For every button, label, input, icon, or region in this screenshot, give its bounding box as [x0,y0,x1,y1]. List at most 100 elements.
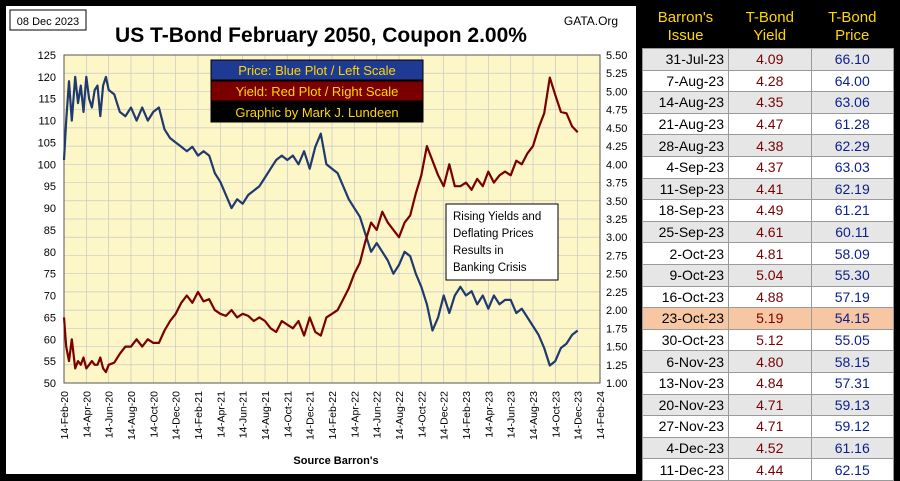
x-tick-label: 14-Oct-20 [148,391,160,438]
cell-price: 57.31 [810,371,894,395]
table-row: 7-Aug-23 4.28 64.00 [642,69,894,93]
series-line-price [62,75,579,367]
annotation-line: Banking Crisis [453,262,527,274]
legend-text: Price: Blue Plot / Left Scale [238,63,396,78]
table-row: 20-Nov-23 4.71 59.13 [642,393,894,417]
cell-price: 61.16 [810,436,894,460]
plot-border [63,54,601,384]
cell-issue: 23-Oct-23 [642,307,729,330]
cell-yield: 4.84 [728,371,812,395]
left-tick-label: 85 [44,225,56,237]
table-row: 13-Nov-23 4.84 57.31 [642,371,894,395]
table-row: 16-Oct-23 4.88 57.19 [642,285,894,309]
cell-yield: 4.47 [728,112,812,136]
right-tick-label: 4.50 [606,123,627,135]
cell-issue: 13-Nov-23 [642,371,729,395]
cell-issue: 18-Sep-23 [642,199,729,222]
bond-data-table: Barron's Issue T-Bond Yield T-Bond Price… [642,6,894,481]
table-body: 31-Jul-23 4.09 66.10 7-Aug-23 4.28 64.00 14-Au… [642,48,894,481]
cell-price: 62.19 [810,177,894,201]
x-tick-label: 14-Dec-20 [171,391,183,440]
table-row: 11-Dec-23 4.44 62.15 [642,458,894,481]
cell-yield: 5.04 [728,263,812,287]
right-tick-label: 3.25 [606,214,627,226]
cell-yield: 4.38 [728,134,812,157]
header-yield: T-Bond Yield [728,6,811,49]
x-tick-label: 14-Apr-20 [81,391,93,438]
cell-issue: 28-Aug-23 [642,134,729,157]
left-tick-label: 120 [38,72,56,84]
cell-issue: 25-Sep-23 [642,220,729,244]
x-tick-label: 14-Jun-20 [104,391,116,438]
data-table-panel: Barron's Issue T-Bond Yield T-Bond Price… [642,6,894,481]
cell-price: 63.03 [810,155,894,179]
x-tick-label: 14-Feb-24 [595,391,607,440]
cell-price: 54.15 [810,307,894,330]
cell-issue: 6-Nov-23 [642,350,729,373]
header-price: T-Bond Price [811,6,894,49]
left-tick-label: 75 [44,269,56,281]
left-tick-label: 95 [44,181,56,193]
cell-issue: 20-Nov-23 [642,393,729,417]
cell-price: 59.12 [810,415,894,438]
cell-yield: 4.49 [728,199,812,222]
right-tick-label: 2.75 [606,250,627,262]
cell-price: 62.15 [810,458,894,481]
right-tick-label: 3.75 [606,178,627,190]
legend-text: Graphic by Mark J. Lundeen [235,105,398,120]
left-tick-label: 80 [44,247,56,259]
source-tag: GATA.Org [564,14,618,28]
cell-issue: 9-Oct-23 [642,263,729,287]
cell-price: 66.10 [810,48,894,71]
x-tick-label: 14-Feb-21 [193,391,205,440]
table-row: 6-Nov-23 4.80 58.15 [642,350,894,373]
cell-issue: 4-Sep-23 [642,155,729,179]
cell-price: 55.05 [810,328,894,352]
table-header-row: Barron's Issue T-Bond Yield T-Bond Price [642,6,894,49]
cell-issue: 2-Oct-23 [642,242,729,265]
annotation-line: Deflating Prices [453,228,534,240]
x-tick-label: 14-Jun-21 [238,391,250,438]
right-tick-label: 1.50 [606,342,627,354]
cell-price: 61.21 [810,199,894,222]
cell-issue: 11-Sep-23 [642,177,729,201]
left-tick-label: 70 [44,291,56,303]
table-row: 11-Sep-23 4.41 62.19 [642,177,894,201]
cell-price: 63.06 [810,91,894,114]
cell-yield: 4.88 [728,285,812,309]
x-tick-label: 14-Aug-23 [528,391,540,440]
cell-issue: 27-Nov-23 [642,415,729,438]
table-row: 18-Sep-23 4.49 61.21 [642,199,894,222]
right-tick-label: 5.00 [606,86,627,98]
cell-issue: 30-Oct-23 [642,328,729,352]
cell-issue: 4-Dec-23 [642,436,729,460]
right-tick-label: 1.25 [606,360,627,372]
right-tick-label: 5.50 [606,50,627,62]
left-tick-label: 115 [38,94,56,106]
bond-chart: 50 55 60 65 70 75 80 85 90 95 100 105 110 115 120 125 1.… [9,9,627,467]
x-tick-label: 14-Feb-20 [59,391,71,440]
table-row: 4-Sep-23 4.37 63.03 [642,155,894,179]
left-tick-label: 105 [38,137,56,149]
cell-issue: 31-Jul-23 [642,48,729,71]
table-row: 31-Jul-23 4.09 66.10 [642,48,894,71]
cell-yield: 4.80 [728,350,812,373]
left-tick-label: 100 [38,159,56,171]
annotation-box [445,203,559,281]
cell-issue: 16-Oct-23 [642,285,729,309]
left-tick-label: 90 [44,203,56,215]
cell-issue: 7-Aug-23 [642,69,729,93]
cell-price: 58.09 [810,242,894,265]
cell-yield: 4.71 [728,393,812,417]
cell-price: 60.11 [810,220,894,244]
x-tick-label: 14-Apr-21 [215,391,227,438]
x-tick-label: 14-Dec-23 [573,391,585,440]
left-tick-label: 65 [44,312,56,324]
header-issue: Barron's Issue [642,6,729,49]
cell-price: 58.15 [810,350,894,373]
cell-issue: 14-Aug-23 [642,91,729,114]
x-tick-label: 14-Jun-22 [372,391,384,438]
annotation-line: Results in [453,245,504,257]
legend-text: Yield: Red Plot / Right Scale [236,84,399,99]
table-row: 25-Sep-23 4.61 60.11 [642,220,894,244]
